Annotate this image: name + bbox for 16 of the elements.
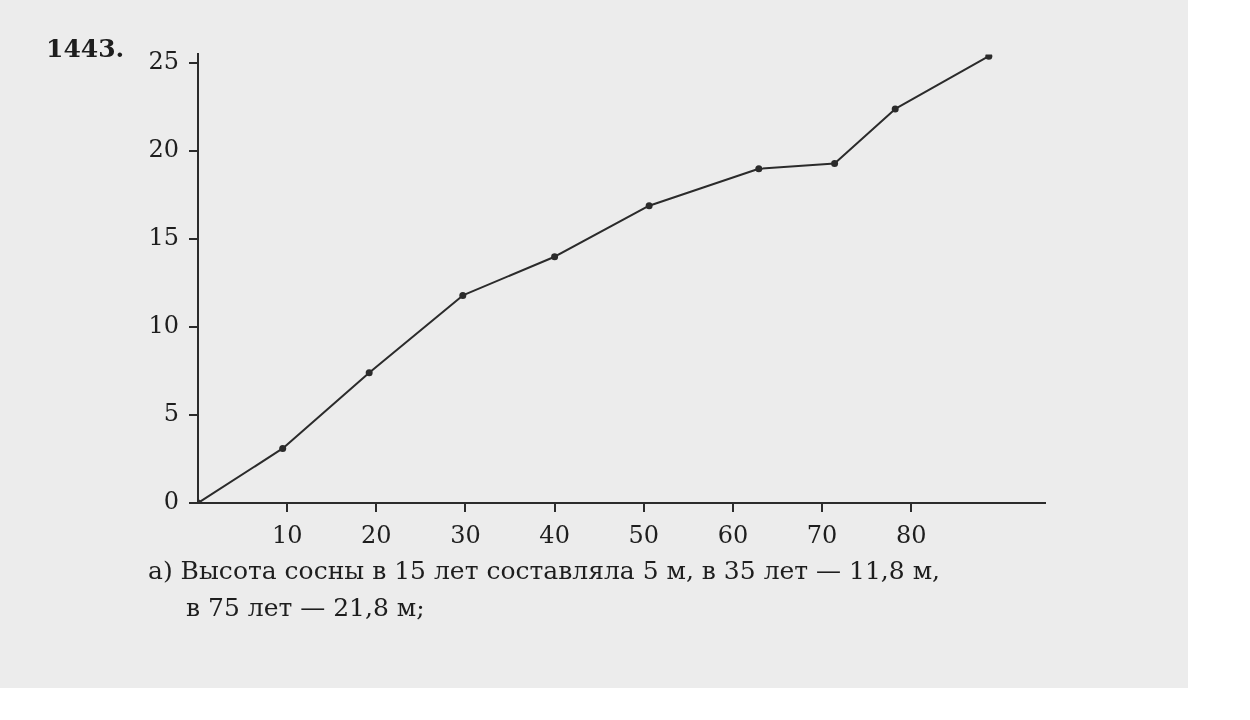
x-tick-label: 50 xyxy=(628,520,660,549)
x-tick-label: 10 xyxy=(271,520,303,549)
x-tick-label: 70 xyxy=(806,520,838,549)
chart-title: 1443. xyxy=(46,34,125,63)
y-tick-label: 15 xyxy=(148,223,179,252)
x-tick-label: 20 xyxy=(361,520,392,549)
x-tick-label: 80 xyxy=(895,520,927,549)
x-tick-label: 60 xyxy=(717,520,749,549)
y-tick-label: 20 xyxy=(148,135,179,164)
y-tick-label: 25 xyxy=(148,47,179,76)
y-tick-label: 10 xyxy=(148,311,179,340)
x-tick-label: 30 xyxy=(450,520,481,549)
y-tick-label: 0 xyxy=(163,487,179,516)
y-tick-label: 5 xyxy=(163,399,179,428)
x-tick-label: 40 xyxy=(539,520,570,549)
text: а) Высота сосны в 15 лет составляла 5 м, в 35 лет — 11,8 м, в 75 лет — 21,8 м; xyxy=(148,555,942,624)
